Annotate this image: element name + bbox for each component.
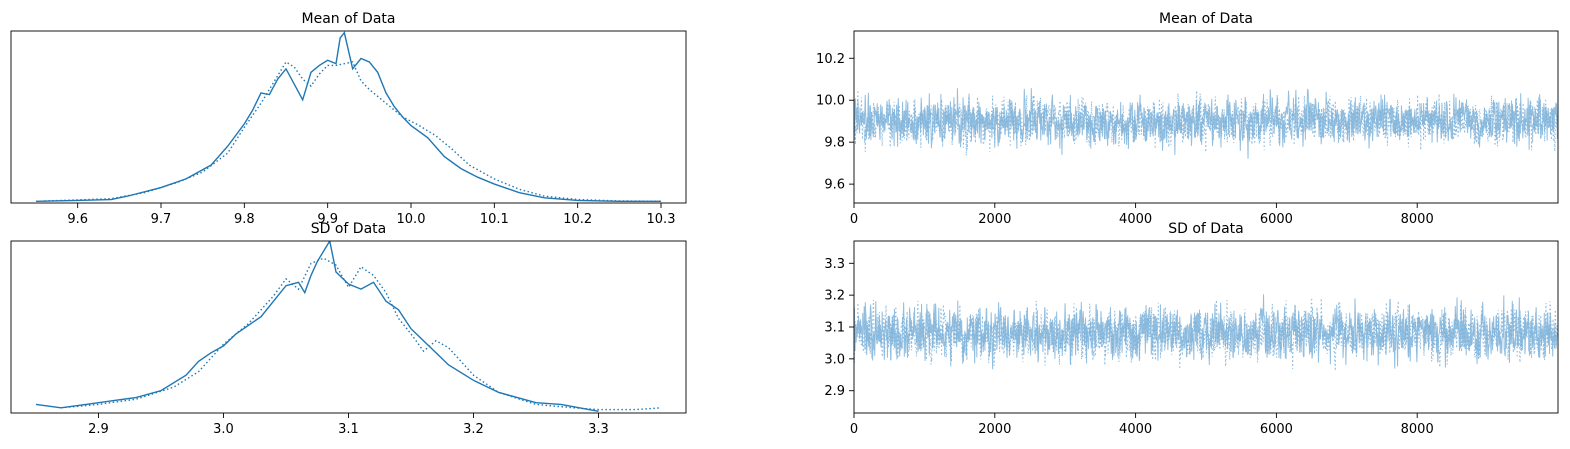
subplot-1: 9.6 9.7 9.8 9.9 10.0 10.1 10.2 10.3 Mean of Data (10, 11, 687, 227)
axes-frame (853, 30, 1559, 204)
density-line-dotted (44, 60, 662, 202)
trace-line-solid (854, 294, 1558, 370)
density-line-solid (35, 241, 599, 412)
y-tick-label: 9.6 (824, 178, 845, 193)
trace-line-solid (854, 88, 1558, 159)
y-tick-label: 3.0 (824, 352, 845, 367)
axes-frame (10, 240, 687, 414)
density-line-dotted (60, 257, 662, 411)
x-tick-label: 2000 (978, 422, 1011, 437)
y-tick-label: 2.9 (824, 384, 845, 399)
density-line-solid (35, 31, 661, 202)
trace-line-dotted (854, 90, 1558, 156)
y-tick-label: 3.1 (824, 321, 845, 336)
y-tick-label: 3.3 (824, 257, 845, 272)
y-tick-label: 3.2 (824, 289, 845, 304)
subplot-title: SD of Data (311, 221, 387, 237)
x-tick-label: 3.2 (463, 422, 484, 437)
x-tick-label: 9.8 (234, 212, 255, 227)
x-tick-label: 2.9 (88, 422, 109, 437)
x-tick-label: 3.1 (338, 422, 359, 437)
subplot-title: Mean of Data (302, 11, 396, 27)
subplot-title: Mean of Data (1159, 11, 1253, 27)
x-tick-label: 10.0 (397, 212, 426, 227)
subplot-3: 2.9 3.0 3.1 3.2 3.3 SD of Data (10, 221, 687, 437)
y-tick-label: 10.0 (816, 94, 845, 109)
subplot-2: 0 2000 4000 6000 8000 9.6 9.8 10.0 10.2 Mean of D… (816, 11, 1559, 227)
x-tick-label: 9.9 (317, 212, 338, 227)
y-tick-label: 10.2 (816, 52, 845, 67)
axes-frame (10, 30, 687, 204)
x-tick-label: 4000 (1119, 212, 1152, 227)
x-tick-label: 0 (850, 422, 858, 437)
x-tick-label: 2000 (978, 212, 1011, 227)
subplot-4: 0 2000 4000 6000 8000 2.9 3.0 3.1 3.2 3.3 SD of Da… (824, 221, 1559, 437)
x-tick-label: 3.3 (588, 422, 609, 437)
x-tick-label: 6000 (1260, 422, 1293, 437)
x-tick-label: 8000 (1401, 212, 1434, 227)
trace-line-dotted (854, 298, 1558, 371)
subplot-title: SD of Data (1168, 221, 1244, 237)
x-tick-label: 3.0 (213, 422, 234, 437)
x-tick-label: 10.1 (480, 212, 509, 227)
x-tick-label: 10.3 (647, 212, 676, 227)
x-tick-label: 4000 (1119, 422, 1152, 437)
x-tick-label: 0 (850, 212, 858, 227)
y-tick-label: 9.8 (824, 136, 845, 151)
x-tick-label: 8000 (1401, 422, 1434, 437)
x-tick-label: 9.7 (151, 212, 172, 227)
x-tick-label: 9.6 (67, 212, 88, 227)
x-tick-label: 6000 (1260, 212, 1293, 227)
x-tick-label: 10.2 (563, 212, 592, 227)
